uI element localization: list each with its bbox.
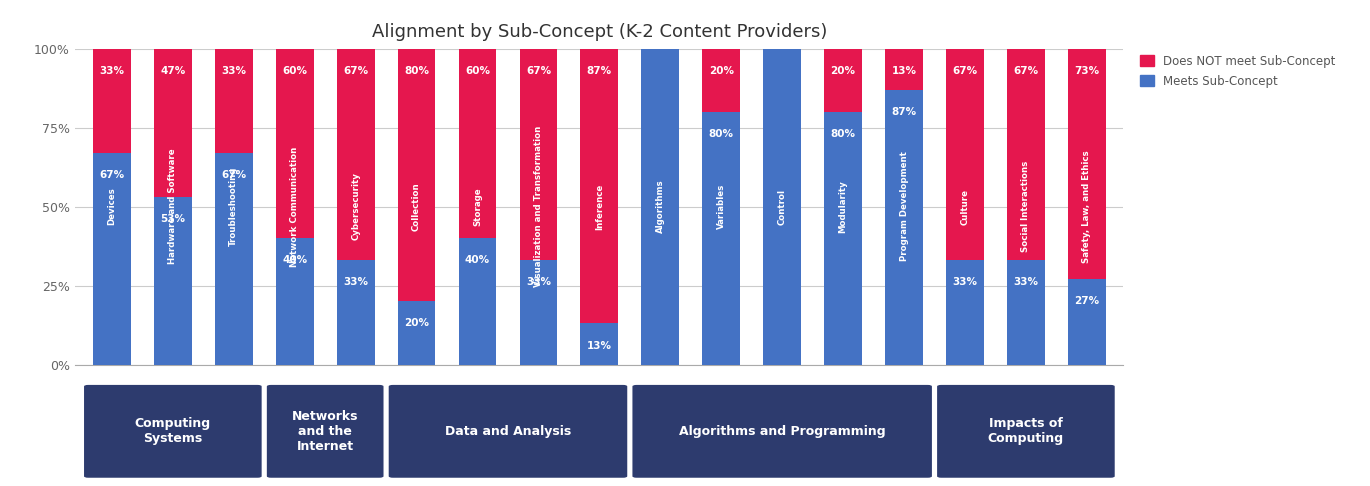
Bar — [459, 49, 496, 238]
Text: 20%: 20% — [708, 66, 734, 76]
Text: Networks
and the
Internet: Networks and the Internet — [292, 410, 359, 453]
Text: Hardware and Software: Hardware and Software — [169, 149, 177, 264]
Text: 13%: 13% — [586, 341, 612, 350]
Title: Alignment by Sub-Concept (K-2 Content Providers): Alignment by Sub-Concept (K-2 Content Pr… — [371, 23, 827, 41]
Bar — [459, 238, 496, 364]
Bar — [519, 260, 558, 364]
Text: Storage: Storage — [473, 187, 482, 226]
Text: Computing
Systems: Computing Systems — [134, 417, 211, 445]
Bar — [885, 89, 923, 364]
Bar — [153, 49, 192, 197]
Bar — [397, 49, 436, 301]
Bar — [1007, 260, 1045, 364]
Text: Collection: Collection — [412, 182, 421, 231]
Text: Network Communication: Network Communication — [290, 146, 299, 267]
Bar — [947, 49, 984, 260]
Bar — [519, 49, 558, 260]
Bar — [153, 197, 192, 364]
Bar — [1069, 49, 1106, 279]
Text: 67%: 67% — [1014, 66, 1038, 76]
Text: 27%: 27% — [1074, 296, 1099, 306]
Text: Inference: Inference — [595, 183, 604, 230]
Bar — [703, 49, 740, 112]
Text: Safety, Law, and Ethics: Safety, Law, and Ethics — [1082, 150, 1092, 263]
Bar — [93, 49, 130, 153]
Bar — [763, 49, 801, 365]
Text: Program Development: Program Development — [900, 152, 908, 261]
Bar — [641, 49, 680, 365]
Bar — [275, 49, 314, 238]
Bar — [215, 49, 252, 153]
Text: 20%: 20% — [830, 66, 856, 76]
Text: Social Interactions: Social Interactions — [1022, 161, 1030, 252]
Bar — [581, 49, 618, 324]
Text: 13%: 13% — [892, 66, 917, 76]
Text: 80%: 80% — [830, 129, 856, 139]
Text: 33%: 33% — [952, 278, 977, 287]
Text: 73%: 73% — [1074, 66, 1099, 76]
Text: 80%: 80% — [404, 66, 429, 76]
Text: 67%: 67% — [221, 170, 247, 180]
Text: 67%: 67% — [526, 66, 551, 76]
Text: Troubleshooting: Troubleshooting — [229, 167, 238, 246]
Text: 33%: 33% — [100, 66, 125, 76]
Text: 60%: 60% — [282, 66, 307, 76]
Bar — [825, 112, 862, 364]
Text: Impacts of
Computing: Impacts of Computing — [988, 417, 1064, 445]
Text: 33%: 33% — [1014, 278, 1038, 287]
Text: Variables: Variables — [717, 184, 726, 229]
Text: 33%: 33% — [526, 278, 551, 287]
Bar — [1069, 279, 1106, 364]
Text: 67%: 67% — [342, 66, 369, 76]
Text: 67%: 67% — [952, 66, 978, 76]
Text: Control: Control — [778, 189, 786, 225]
Text: 87%: 87% — [892, 107, 917, 117]
Text: Visualization and Transformation: Visualization and Transformation — [534, 126, 543, 287]
Bar — [337, 260, 374, 364]
Bar — [215, 153, 252, 364]
Bar — [337, 49, 374, 260]
Text: 67%: 67% — [100, 170, 125, 180]
Text: Algorithms: Algorithms — [656, 180, 664, 233]
Text: 33%: 33% — [342, 278, 369, 287]
Bar — [947, 260, 984, 364]
Text: Modularity: Modularity — [838, 180, 848, 233]
Text: Algorithms and Programming: Algorithms and Programming — [680, 425, 885, 438]
Legend: Does NOT meet Sub-Concept, Meets Sub-Concept: Does NOT meet Sub-Concept, Meets Sub-Con… — [1140, 54, 1336, 87]
Text: Cybersecurity: Cybersecurity — [351, 173, 360, 241]
Text: 33%: 33% — [222, 66, 247, 76]
Bar — [397, 301, 436, 364]
Text: 47%: 47% — [160, 66, 185, 76]
Text: Data and Analysis: Data and Analysis — [445, 425, 571, 438]
Text: 40%: 40% — [464, 255, 490, 265]
Bar — [93, 153, 130, 364]
Bar — [1007, 49, 1045, 260]
Text: 80%: 80% — [708, 129, 734, 139]
Text: 40%: 40% — [282, 255, 307, 265]
Bar — [275, 238, 314, 364]
Text: Culture: Culture — [960, 189, 970, 225]
Text: 53%: 53% — [160, 214, 185, 224]
Bar — [581, 324, 618, 364]
Bar — [825, 49, 862, 112]
Text: 20%: 20% — [404, 318, 429, 329]
Text: Devices: Devices — [107, 188, 116, 226]
Bar — [703, 112, 740, 364]
Text: 60%: 60% — [464, 66, 490, 76]
Text: 87%: 87% — [586, 66, 612, 76]
Bar — [885, 49, 923, 89]
